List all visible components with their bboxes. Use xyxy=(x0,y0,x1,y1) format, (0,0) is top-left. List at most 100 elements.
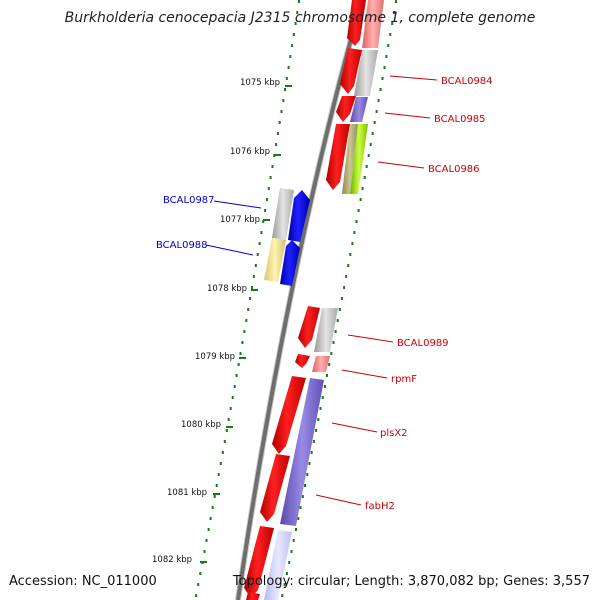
cds-arrow xyxy=(326,124,350,190)
gc-dot xyxy=(221,451,224,454)
cds-arrow xyxy=(295,354,310,368)
gc-track-right xyxy=(281,0,397,597)
scale-label: 1077 kbp xyxy=(220,215,260,225)
map-title: Burkholderia cenocepacia J2315 chromosom… xyxy=(64,10,536,26)
gc-dot xyxy=(251,286,253,289)
scale-labels: 1075 kbp 1076 kbp 1077 kbp 1078 kbp 1079… xyxy=(152,78,280,565)
cds-arrow xyxy=(246,592,260,600)
label-leaders xyxy=(205,75,438,506)
gc-dot xyxy=(285,572,288,575)
scale-label: 1080 kbp xyxy=(181,420,221,430)
gc-dot xyxy=(297,517,300,520)
gc-dot xyxy=(280,110,283,113)
gc-dot xyxy=(295,528,297,531)
gc-dot xyxy=(258,242,261,245)
gc-dot xyxy=(235,374,238,377)
feature-bar xyxy=(314,308,338,352)
gc-dot xyxy=(205,539,208,542)
gc-dot xyxy=(289,55,292,58)
cds-arrow xyxy=(272,376,306,454)
scale-label: 1079 kbp xyxy=(195,352,235,362)
gene-label-rpmf[interactable]: rpmF xyxy=(391,374,417,385)
feature-bar xyxy=(350,97,368,122)
gc-dot xyxy=(239,352,242,355)
gc-dot xyxy=(271,165,274,168)
gc-dot xyxy=(317,418,320,421)
gc-dot xyxy=(336,319,339,322)
gc-dot xyxy=(299,506,302,509)
backbone-shadow xyxy=(235,0,365,600)
gc-dot xyxy=(365,165,368,168)
gc-dot xyxy=(237,363,240,366)
gc-dot xyxy=(292,33,295,36)
gc-dot xyxy=(367,154,370,157)
gc-dot xyxy=(245,319,248,322)
gene-label-bcal0986[interactable]: BCAL0986 xyxy=(428,164,480,175)
gc-dot xyxy=(281,594,284,597)
scale-label: 1082 kbp xyxy=(152,555,192,565)
gc-dot xyxy=(361,187,364,190)
gc-dot xyxy=(241,341,244,344)
gc-dot xyxy=(395,0,397,3)
gc-dot xyxy=(301,495,304,498)
gc-dot xyxy=(283,583,286,586)
gc-dot xyxy=(315,429,318,432)
gene-label-fabh2[interactable]: fabH2 xyxy=(365,501,395,512)
gc-dot xyxy=(291,44,294,47)
gc-dot xyxy=(266,198,268,201)
gc-dot xyxy=(287,66,290,69)
gene-label-bcal0987[interactable]: BCAL0987 xyxy=(163,195,215,206)
cds-reverse xyxy=(264,188,310,286)
gc-dot xyxy=(357,209,360,212)
gene-label-bcal0989[interactable]: BCAL0989 xyxy=(397,338,449,349)
gc-dot xyxy=(334,330,337,333)
gene-label-bcal0988[interactable]: BCAL0988 xyxy=(156,240,208,251)
gc-dot xyxy=(290,550,293,553)
gc-dot xyxy=(351,242,354,245)
gc-dot xyxy=(326,374,328,377)
gc-dot xyxy=(252,275,255,278)
feature-bar xyxy=(350,124,368,194)
accession-label: Accession: NC_011000 xyxy=(9,574,157,589)
gc-dot xyxy=(369,143,372,146)
gc-dot xyxy=(304,484,306,487)
feature-bar xyxy=(272,188,294,240)
feature-bar xyxy=(354,50,378,96)
gc-dot xyxy=(276,132,279,135)
gc-dot xyxy=(306,473,309,476)
gc-dot xyxy=(359,198,362,201)
scale-ticks xyxy=(200,85,292,563)
gc-dot xyxy=(229,407,232,410)
gc-dot xyxy=(385,55,388,58)
gc-dot xyxy=(375,110,378,113)
gc-dot xyxy=(389,33,392,36)
gc-dot xyxy=(233,385,236,388)
gene-label-bcal0985[interactable]: BCAL0985 xyxy=(434,114,486,125)
gc-dot xyxy=(207,528,210,531)
topology-label: Topology: circular; Length: 3,870,082 bp… xyxy=(232,574,590,589)
gc-dot xyxy=(381,77,384,80)
gc-dot xyxy=(209,517,212,520)
gene-labels: BCAL0984 BCAL0985 BCAL0986 BCAL0987 BCAL… xyxy=(156,76,493,512)
cds-arrow xyxy=(280,240,300,286)
gc-dot xyxy=(347,264,350,267)
gc-dot xyxy=(387,44,390,47)
cds-arrow xyxy=(347,0,366,46)
gc-dot xyxy=(227,418,230,421)
feature-bar xyxy=(264,238,286,282)
gc-dot xyxy=(282,99,285,102)
gc-dot xyxy=(391,22,394,25)
cds-arrow xyxy=(298,306,320,348)
gc-dot xyxy=(345,275,348,278)
gc-dot xyxy=(373,121,376,124)
gene-label-bcal0984[interactable]: BCAL0984 xyxy=(441,76,493,87)
gc-dot xyxy=(312,440,315,443)
cds-arrow xyxy=(260,454,290,522)
gc-dot xyxy=(284,88,286,91)
gc-dot xyxy=(363,176,366,179)
gene-label-plsx2[interactable]: plsX2 xyxy=(380,428,408,439)
gc-dot xyxy=(195,594,198,597)
gc-dot xyxy=(298,0,300,3)
gc-dot xyxy=(262,220,265,223)
gc-dot xyxy=(319,407,322,410)
